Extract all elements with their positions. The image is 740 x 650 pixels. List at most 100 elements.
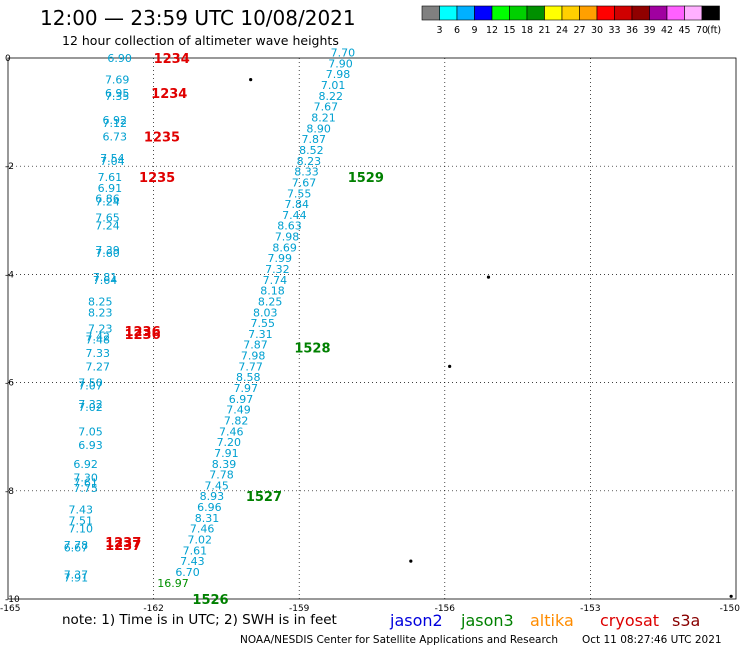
- pass-time-label: 1236: [124, 328, 160, 343]
- wave-height-label: 16.97: [157, 577, 189, 590]
- wave-height-label: 7.46: [219, 425, 244, 438]
- island-5: [729, 594, 733, 598]
- wave-height-label: 7.46: [190, 523, 215, 536]
- lon-tick-label: -159: [289, 604, 310, 612]
- wave-height-label: 7.98: [275, 231, 300, 244]
- wave-height-label: 7.84: [285, 198, 310, 211]
- wave-height-label: 7.32: [78, 398, 103, 411]
- pass-time-label: 1237: [105, 536, 141, 551]
- island-2: [486, 275, 491, 279]
- wave-height-label: 7.97: [234, 382, 259, 395]
- scale-tick-label: 42: [661, 25, 673, 36]
- lat-tick-label: -6: [5, 379, 14, 389]
- wave-height-label: 6.70: [175, 566, 200, 579]
- wave-height-label: 7.54: [100, 152, 125, 165]
- pass-time-label: 1236: [124, 325, 160, 340]
- wave-height-label: 7.37: [64, 569, 89, 582]
- scale-tick-label: 21: [538, 25, 550, 36]
- wave-height-label: 7.39: [95, 244, 120, 257]
- wave-height-label: 8.31: [195, 512, 220, 525]
- wave-height-label: 8.03: [253, 306, 278, 319]
- wave-height-label: 7.43: [69, 504, 94, 517]
- wave-height-label: 7.24: [95, 220, 120, 233]
- wave-height-label: 7.70: [331, 47, 356, 60]
- wave-height-label: 7.69: [105, 74, 130, 87]
- scale-swatch: [701, 5, 720, 21]
- wave-height-label: 6.73: [103, 130, 128, 143]
- scale-tick-label: 33: [608, 25, 620, 36]
- generated-timestamp: Oct 11 08:27:46 UTC 2021: [582, 634, 722, 646]
- wave-height-label: 8.25: [88, 295, 113, 308]
- wave-height-label: 7.99: [268, 252, 293, 265]
- wave-height-label: 6.90: [107, 52, 132, 65]
- lat-tick-label: -4: [5, 270, 14, 280]
- lon-tick-label: -153: [580, 604, 600, 612]
- wave-height-label: 7.55: [251, 317, 276, 330]
- wave-height-label: 7.87: [243, 339, 268, 352]
- pass-time-label: 1237: [105, 539, 141, 554]
- wave-height-label: 7.10: [69, 523, 94, 536]
- pass-time-label: 1527: [246, 490, 282, 505]
- pass-time-label: 1528: [294, 341, 330, 356]
- legend-s3a: s3a: [672, 611, 701, 630]
- wave-height-label: 7.32: [265, 263, 290, 276]
- wave-height-label: 7.75: [73, 482, 98, 495]
- wave-height-label: 8.23: [297, 155, 322, 168]
- pass-time-label: 1526: [192, 593, 228, 608]
- wave-height-label: 7.78: [64, 539, 89, 552]
- map-frame: [7, 57, 737, 600]
- wave-height-label: 7.27: [86, 360, 111, 373]
- legend-jason3: jason3: [461, 611, 514, 630]
- wave-height-label: 7.50: [78, 377, 103, 390]
- wave-height-label: 7.20: [217, 436, 242, 449]
- scale-tick-label: 6: [454, 25, 460, 36]
- pass-time-label: 1234: [154, 52, 190, 67]
- wave-height-label: 7.12: [103, 117, 128, 130]
- wave-height-label: 6.91: [98, 182, 123, 195]
- pass-time-label: 1235: [139, 171, 175, 186]
- legend-jason2: jason2: [390, 611, 443, 630]
- wave-height-label: 6.92: [103, 114, 128, 127]
- lat-tick-label: -10: [5, 595, 20, 605]
- scale-tick-label: 36: [626, 25, 638, 36]
- wave-height-label: 7.07: [78, 379, 103, 392]
- wave-height-label: 6.86: [95, 193, 120, 206]
- wave-height-label: 7.48: [86, 333, 111, 346]
- wave-height-label: 8.33: [294, 166, 319, 179]
- wave-height-label: 7.67: [314, 101, 339, 114]
- wave-height-label: 7.67: [292, 176, 317, 189]
- wave-height-label: 7.91: [64, 571, 89, 584]
- legend-altika: altika: [530, 611, 574, 630]
- wave-height-label: 7.82: [224, 414, 249, 427]
- wave-height-label: 7.49: [226, 404, 251, 417]
- lat-tick-label: 0: [5, 54, 11, 64]
- chart-subtitle: 12 hour collection of altimeter wave hei…: [62, 33, 339, 48]
- scale-tick-label: 3: [436, 25, 442, 36]
- lat-tick-label: -2: [5, 162, 14, 172]
- scale-unit: (ft): [707, 25, 721, 36]
- wave-height-label: 7.78: [209, 469, 234, 482]
- lat-tick-label: -8: [5, 487, 14, 497]
- lon-tick-label: -150: [720, 604, 740, 612]
- footnote: note: 1) Time is in UTC; 2) SWH is in fe…: [62, 612, 337, 628]
- scale-tick-label: 12: [486, 25, 498, 36]
- wave-height-label: 7.91: [214, 447, 239, 460]
- pass-time-label: 1234: [151, 87, 187, 102]
- wave-height-label: 7.43: [180, 555, 205, 568]
- wave-height-label: 7.74: [263, 274, 288, 287]
- pass-time-label: 1529: [348, 171, 384, 186]
- wave-height-label: 7.61: [98, 171, 123, 184]
- wave-height-label: 7.31: [248, 328, 273, 341]
- island-4: [409, 559, 413, 563]
- scale-tick-label: 45: [678, 25, 690, 36]
- wave-height-label: 7.77: [238, 360, 263, 373]
- island-3: [448, 364, 452, 368]
- wave-height-label: 7.24: [95, 195, 120, 208]
- wave-height-label: 8.69: [272, 241, 297, 254]
- wave-height-label: 7.02: [187, 533, 212, 546]
- wave-height-label: 8.39: [212, 458, 237, 471]
- island-1: [249, 78, 253, 82]
- wave-height-label: 8.18: [260, 285, 285, 298]
- wave-height-label: 7.90: [328, 57, 353, 70]
- wave-height-label: 6.92: [73, 458, 98, 471]
